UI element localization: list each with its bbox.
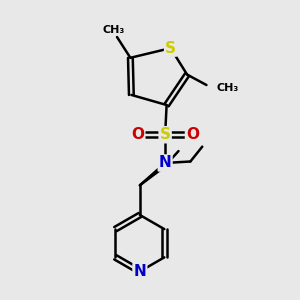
Text: CH₃: CH₃ (217, 83, 239, 93)
Text: O: O (131, 127, 144, 142)
Text: O: O (186, 127, 199, 142)
Text: S: S (165, 40, 176, 56)
Text: N: N (159, 155, 172, 170)
Text: N: N (134, 264, 146, 279)
Text: S: S (160, 127, 171, 142)
Text: CH₃: CH₃ (103, 25, 125, 34)
